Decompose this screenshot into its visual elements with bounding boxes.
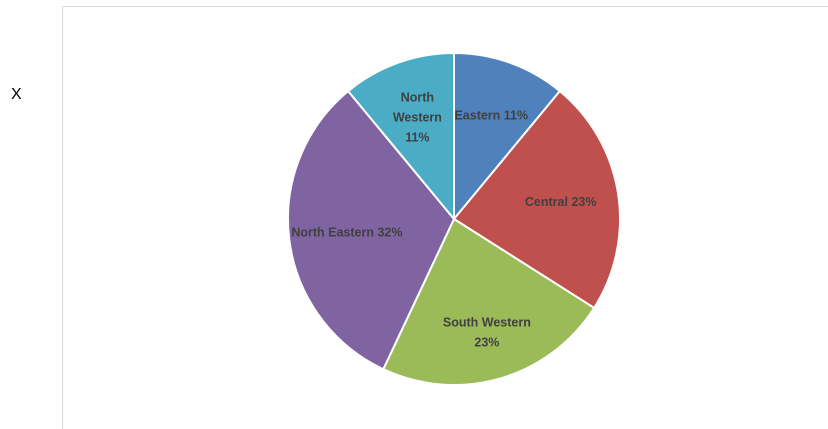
pie-chart: Eastern 11% Central 23% South Western 23% No…: [286, 52, 622, 386]
pie-labels: Eastern 11% Central 23% South Western 23% No…: [291, 90, 596, 349]
pie-label-north-western: North Western 11%: [393, 90, 442, 144]
chart-area: Eastern 11% Central 23% South Western 23% No…: [62, 6, 828, 429]
pie-slices: [286, 52, 622, 386]
side-label: X: [11, 86, 22, 103]
pie-slice-south-western: [382, 218, 596, 386]
pie-label-eastern: Eastern 11%: [454, 109, 528, 123]
pie-slice-central: [453, 90, 622, 309]
pie-slice-north-western: [347, 52, 455, 220]
pie-slice-eastern: [453, 52, 561, 220]
pie-label-central: Central 23%: [525, 195, 597, 209]
pie-label-north-eastern: North Eastern 32%: [291, 226, 402, 240]
pie-label-south-western: South Western 23%: [443, 315, 531, 349]
pie-slice-north-eastern: [286, 90, 455, 371]
